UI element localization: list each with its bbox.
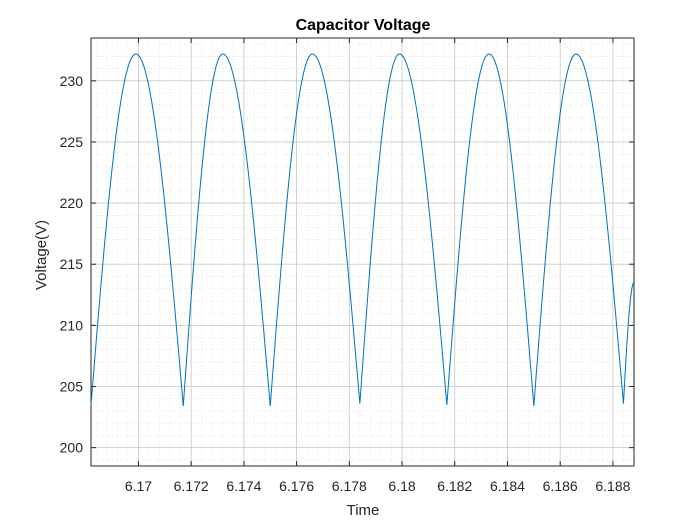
- x-tick-label: 6.186: [543, 478, 578, 494]
- y-tick-label: 200: [60, 440, 84, 456]
- x-axis-label: Time: [347, 502, 380, 519]
- y-tick-label: 210: [60, 317, 84, 333]
- y-tick-label: 230: [60, 73, 84, 89]
- y-tick-label: 215: [60, 256, 84, 272]
- x-tick-label: 6.17: [125, 478, 152, 494]
- x-tick-label: 6.178: [332, 478, 367, 494]
- y-tick-label: 205: [60, 379, 84, 395]
- x-tick-label: 6.174: [226, 478, 261, 494]
- y-tick-label: 225: [60, 134, 84, 150]
- x-tick-label: 6.184: [490, 478, 525, 494]
- x-tick-label: 6.182: [437, 478, 472, 494]
- capacitor-voltage-line: [90, 53, 635, 407]
- chart-title: Capacitor Voltage: [296, 17, 431, 34]
- y-axis-ticks: 200 205 210 215 220 225 230: [60, 73, 634, 456]
- y-tick-label: 220: [60, 195, 84, 211]
- x-tick-label: 6.188: [595, 478, 630, 494]
- x-axis-ticks: 6.17 6.172 6.174 6.176 6.178 6.18 6.182 6.184 6.…: [125, 38, 631, 494]
- x-tick-label: 6.176: [279, 478, 314, 494]
- x-tick-label: 6.172: [174, 478, 209, 494]
- plot-area: [90, 37, 635, 467]
- x-tick-label: 6.18: [388, 478, 415, 494]
- minor-grid: [91, 38, 635, 466]
- y-axis-label: Voltage(V): [33, 220, 50, 290]
